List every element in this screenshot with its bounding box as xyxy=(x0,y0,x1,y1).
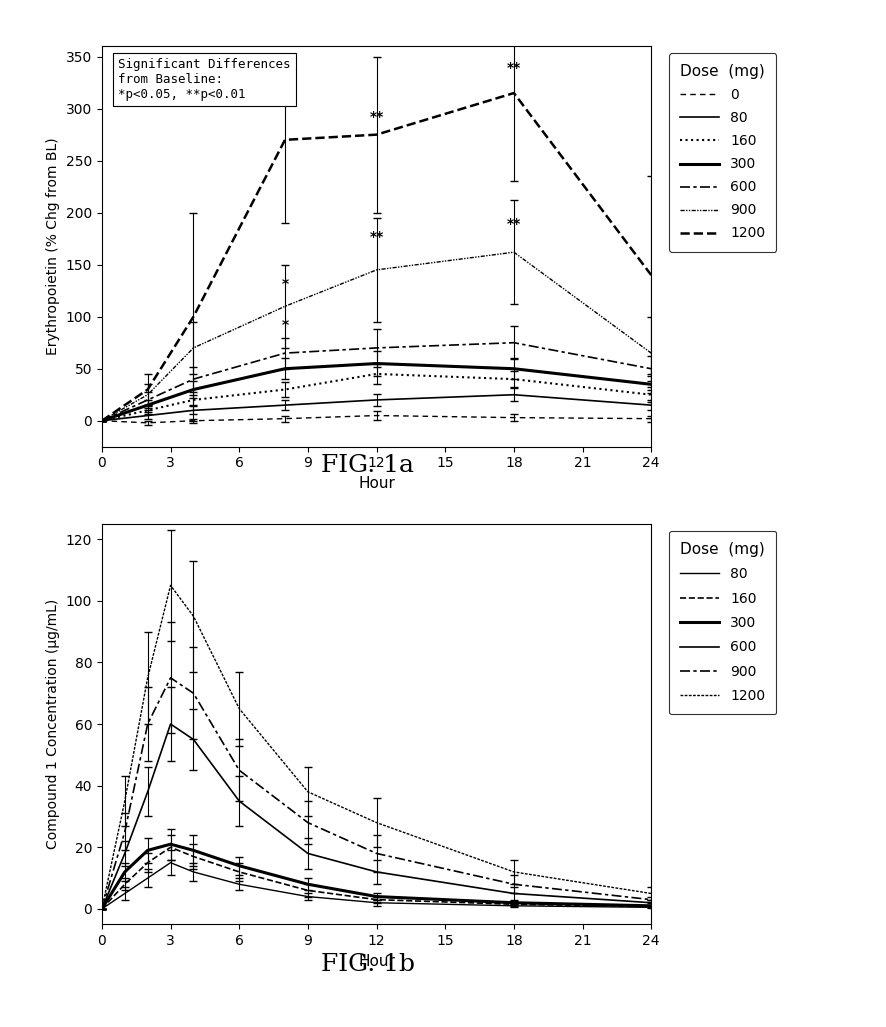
Text: *: * xyxy=(282,276,289,291)
Text: *: * xyxy=(282,318,289,333)
Legend: 80, 160, 300, 600, 900, 1200: 80, 160, 300, 600, 900, 1200 xyxy=(669,531,776,715)
Legend: 0, 80, 160, 300, 600, 900, 1200: 0, 80, 160, 300, 600, 900, 1200 xyxy=(669,53,776,252)
Text: **: ** xyxy=(369,110,384,124)
X-axis label: Hour: Hour xyxy=(358,477,395,491)
Y-axis label: Compound 1 Concentration (μg/mL): Compound 1 Concentration (μg/mL) xyxy=(46,599,60,849)
Text: FIG. 1a: FIG. 1a xyxy=(322,454,414,478)
Y-axis label: Erythropoietin (% Chg from BL): Erythropoietin (% Chg from BL) xyxy=(46,138,60,355)
Text: **: ** xyxy=(507,62,521,75)
Text: Significant Differences
from Baseline:
*p<0.05, **p<0.01: Significant Differences from Baseline: *… xyxy=(119,59,291,102)
Text: **: ** xyxy=(507,218,521,231)
Text: **: ** xyxy=(369,230,384,243)
X-axis label: Hour: Hour xyxy=(358,954,395,968)
Text: FIG. 1b: FIG. 1b xyxy=(321,952,415,976)
